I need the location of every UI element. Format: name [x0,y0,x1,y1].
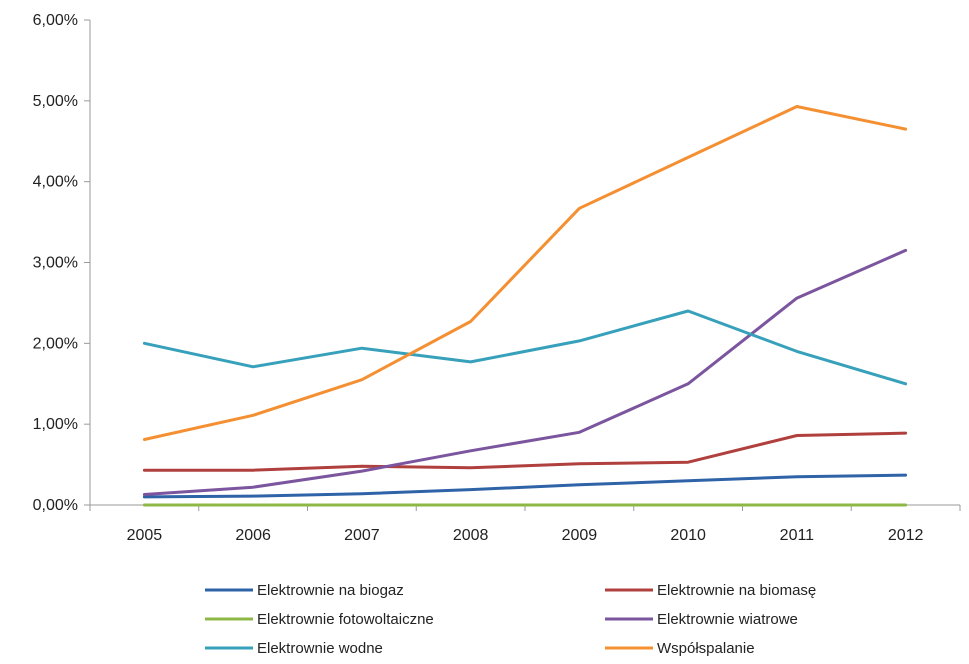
y-tick-label: 4,00% [33,174,78,191]
y-tick-label: 0,00% [33,497,78,514]
legend-item: Elektrownie fotowoltaiczne [205,611,434,628]
x-axis-ticks: 2005 2006 2007 2008 2009 2010 2011 2012 [89,505,961,544]
x-tick-label: 2008 [453,527,489,544]
legend-item: Elektrownie na biogaz [205,582,404,599]
legend-item: Elektrownie wiatrowe [605,611,798,628]
legend-label: Współspalanie [657,640,755,657]
y-tick-label: 5,00% [33,93,78,110]
y-tick-label: 2,00% [33,335,78,352]
y-tick-label: 3,00% [33,255,78,272]
series-line-wsp-spalanie [142,105,908,441]
series-lines [142,105,908,507]
legend-item: Współspalanie [605,640,755,657]
axes [89,20,960,506]
x-tick-label: 2011 [780,527,815,544]
legend-label: Elektrownie wiatrowe [657,611,798,628]
x-tick-label: 2009 [562,527,598,544]
series-line-elektrownie-na-biogaz [142,473,908,499]
legend-label: Elektrownie wodne [257,640,383,657]
legend-label: Elektrownie na biogaz [257,582,404,599]
x-tick-label: 2010 [670,527,706,544]
legend-item: Elektrownie wodne [205,640,383,657]
series-line-elektrownie-na-biomas [142,431,908,472]
legend-label: Elektrownie fotowoltaiczne [257,611,434,628]
x-tick-label: 2012 [888,527,924,544]
x-tick-label: 2005 [127,527,163,544]
y-axis-ticks: 0,00% 1,00% 2,00% 3,00% 4,00% 5,00% 6,00% [33,12,90,514]
y-tick-label: 1,00% [33,416,78,433]
y-tick-label: 6,00% [33,12,78,29]
series-line-elektrownie-wiatrowe [142,248,908,496]
x-tick-label: 2007 [344,527,380,544]
series-line-elektrownie-wodne [142,309,908,386]
legend-item: Elektrownie na biomasę [605,582,816,599]
legend: Elektrownie na biogaz Elektrownie na biom… [205,582,816,657]
x-tick-label: 2006 [235,527,271,544]
legend-label: Elektrownie na biomasę [657,582,816,599]
